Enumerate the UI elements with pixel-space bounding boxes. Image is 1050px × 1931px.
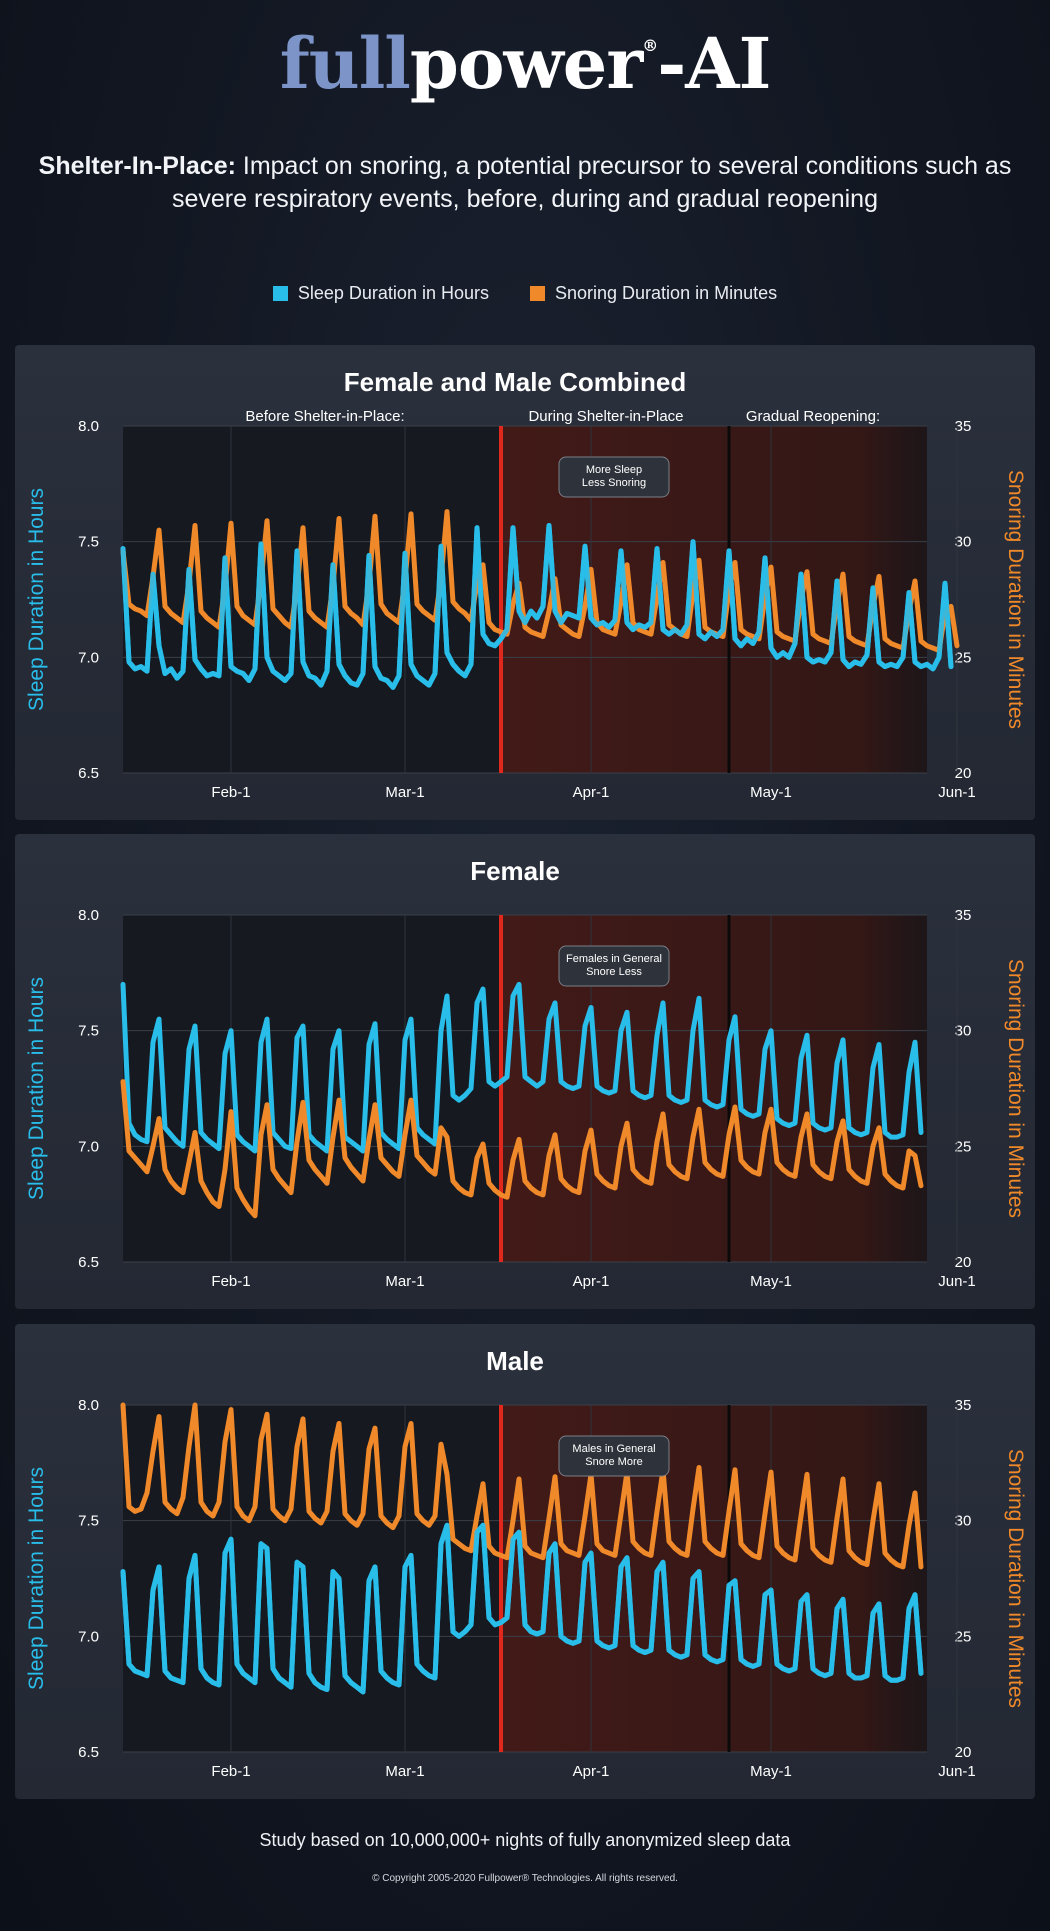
tick-label-x: Feb-1 (211, 1763, 250, 1780)
phase-label: Gradual Reopening: (746, 408, 880, 425)
series-line-snoring (120, 1079, 924, 1219)
tick-label-x: May-1 (750, 784, 792, 801)
tick-label-left: 8.0 (78, 1397, 99, 1414)
annotation-text: Females in General (566, 953, 662, 965)
series-line-sleep-overlay (120, 523, 954, 690)
annotation-text: Less Snoring (582, 477, 646, 489)
series-line-sleep-overlay (120, 1522, 924, 1695)
legend-label-sleep: Sleep Duration in Hours (297, 283, 489, 303)
tick-label-right: 30 (955, 1023, 972, 1040)
annotation-text: Males in General (572, 1443, 655, 1455)
logo-power: power (409, 22, 643, 105)
logo-registered: ® (642, 36, 658, 55)
tick-label-x: May-1 (750, 1273, 792, 1290)
tick-label-left: 7.0 (78, 1138, 99, 1155)
copyright: © Copyright 2005-2020 Fullpower® Technol… (372, 1873, 678, 1884)
tick-label-x: May-1 (750, 1763, 792, 1780)
tick-label-right: 35 (955, 1397, 972, 1414)
tick-label-left: 7.0 (78, 649, 99, 666)
annotation-box (558, 456, 670, 498)
tick-label-x: Mar-1 (385, 784, 424, 801)
chart-panel-combined: 8.0 7.5 7.0 6.5 35 30 25 20 Feb-1 Mar-1 Apr-1 May-1… (15, 345, 1035, 820)
tick-label-right: 35 (955, 418, 972, 435)
legend-label-snoring: Snoring Duration in Minutes (555, 283, 778, 303)
legend-item-snoring: Snoring Duration in Minutes (530, 283, 777, 304)
tick-label-left: 6.5 (78, 765, 99, 782)
tick-label-x: Jun-1 (938, 1273, 976, 1290)
tick-label-x: Mar-1 (385, 1763, 424, 1780)
phase-label: During Shelter-in-Place (528, 408, 683, 425)
legend-swatch-sleep (272, 286, 288, 301)
tick-label-left: 7.5 (78, 534, 99, 551)
tick-label-x: Jun-1 (938, 1763, 976, 1780)
tick-label-right: 25 (955, 1628, 972, 1645)
axis-title-left: Sleep Duration in Hours (25, 488, 48, 711)
tick-label-left: 8.0 (78, 907, 99, 924)
phase-label: Before Shelter-in-Place: (245, 408, 404, 425)
annotation-box (558, 1435, 670, 1477)
axis-title-right: Snoring Duration in Minutes (1004, 959, 1027, 1218)
tick-label-right: 25 (955, 1138, 972, 1155)
tick-label-right: 30 (955, 534, 972, 551)
brand-logo: fullpower®-AI (0, 22, 1050, 105)
tick-label-right: 35 (955, 907, 972, 924)
axis-title-left: Sleep Duration in Hours (25, 1467, 48, 1690)
axis-title-right: Snoring Duration in Minutes (1004, 1449, 1027, 1708)
axis-title-left: Sleep Duration in Hours (25, 977, 48, 1200)
annotation-text: More Sleep (586, 464, 642, 476)
tick-label-x: Mar-1 (385, 1273, 424, 1290)
tick-label-right: 20 (955, 1254, 972, 1271)
tick-label-right: 20 (955, 1744, 972, 1761)
tick-label-x: Feb-1 (211, 784, 250, 801)
tick-label-x: Apr-1 (573, 1763, 610, 1780)
chart-svg-female: 8.0 7.5 7.0 6.5 35 30 25 20 Feb-1 Mar-1 Apr-1 May-1… (25, 856, 1027, 1290)
annotation-text: Snore Less (586, 966, 642, 978)
tick-label-left: 6.5 (78, 1744, 99, 1761)
annotation-box (558, 945, 670, 987)
chart-title: Female (470, 856, 560, 886)
logo-ai: -AI (657, 22, 771, 105)
tick-label-left: 7.0 (78, 1628, 99, 1645)
tick-label-left: 7.5 (78, 1023, 99, 1040)
legend: Sleep Duration in Hours Snoring Duration… (0, 283, 1050, 304)
chart-panel-female: 8.0 7.5 7.0 6.5 35 30 25 20 Feb-1 Mar-1 Apr-1 May-1… (15, 834, 1035, 1309)
axis-title-right: Snoring Duration in Minutes (1004, 470, 1027, 729)
headline-text: Impact on snoring, a potential precursor… (172, 152, 1012, 213)
series-line-snoring (120, 1402, 924, 1570)
headline: Shelter-In-Place: Impact on snoring, a p… (30, 150, 1020, 216)
chart-svg-male: 8.0 7.5 7.0 6.5 35 30 25 20 Feb-1 Mar-1 Apr-1 May-1… (25, 1346, 1027, 1780)
tick-label-x: Apr-1 (573, 1273, 610, 1290)
chart-panel-male: 8.0 7.5 7.0 6.5 35 30 25 20 Feb-1 Mar-1 Apr-1 May-1… (15, 1324, 1035, 1799)
tick-label-right: 25 (955, 649, 972, 666)
tick-label-x: Apr-1 (573, 784, 610, 801)
logo-full: full (279, 22, 411, 105)
tick-label-right: 20 (955, 765, 972, 782)
chart-title: Male (486, 1346, 544, 1376)
study-note: Study based on 10,000,000+ nights of ful… (259, 1830, 791, 1850)
tick-label-right: 30 (955, 1513, 972, 1530)
chart-svg-combined: 8.0 7.5 7.0 6.5 35 30 25 20 Feb-1 Mar-1 Apr-1 May-1… (25, 367, 1027, 801)
tick-label-left: 7.5 (78, 1513, 99, 1530)
tick-label-x: Feb-1 (211, 1273, 250, 1290)
chart-title: Female and Male Combined (344, 367, 686, 397)
tick-label-left: 6.5 (78, 1254, 99, 1271)
annotation-text: Snore More (585, 1456, 642, 1468)
tick-label-x: Jun-1 (938, 784, 976, 801)
series-line-sleep (120, 981, 924, 1154)
headline-bold: Shelter-In-Place: (38, 152, 236, 180)
legend-item-sleep: Sleep Duration in Hours (272, 283, 489, 304)
legend-swatch-snoring (530, 286, 545, 301)
tick-label-left: 8.0 (78, 418, 99, 435)
